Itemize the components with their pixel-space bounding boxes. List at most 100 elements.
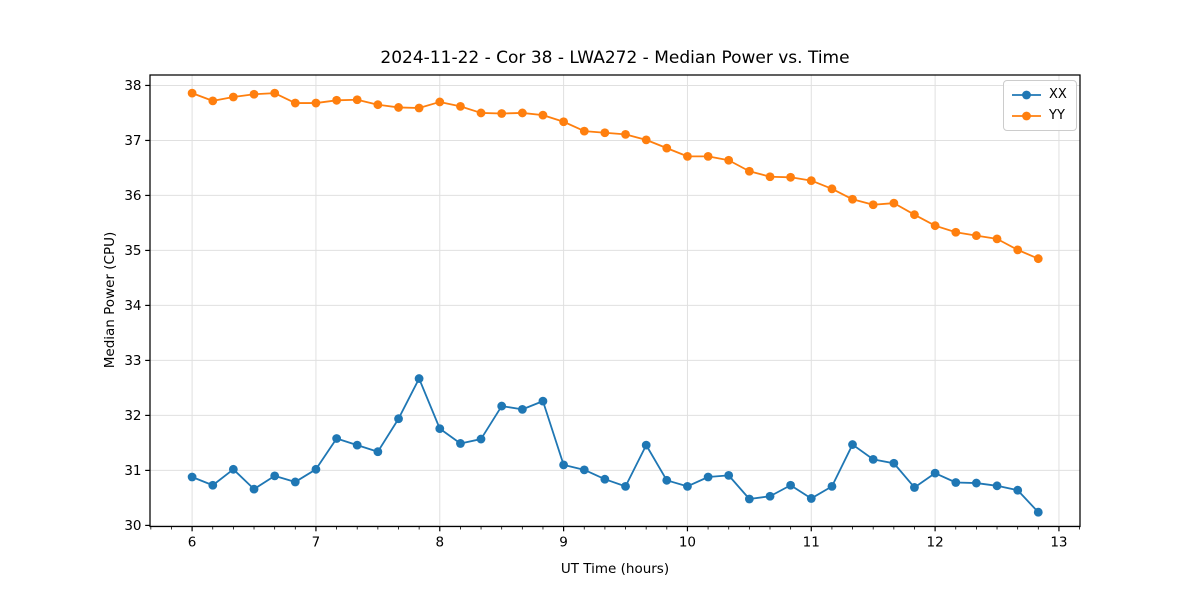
data-point-yy	[228, 92, 238, 102]
x-tick-label: 13	[1050, 535, 1067, 551]
data-point-xx	[827, 481, 837, 491]
data-point-yy	[827, 184, 837, 194]
y-tick-label: 38	[124, 78, 141, 94]
data-point-xx	[394, 414, 403, 424]
data-point-xx	[208, 480, 218, 490]
data-point-yy	[786, 172, 795, 182]
data-point-yy	[311, 98, 321, 108]
x-tick-label: 12	[927, 535, 944, 551]
data-point-yy	[187, 88, 197, 98]
data-point-xx	[765, 491, 775, 501]
data-point-yy	[394, 103, 403, 112]
data-point-yy	[1013, 245, 1023, 255]
data-point-xx	[311, 464, 321, 474]
data-point-xx	[600, 474, 610, 484]
y-tick-label: 34	[124, 298, 141, 314]
data-point-yy	[435, 97, 445, 107]
data-point-xx	[971, 478, 981, 488]
data-point-yy	[868, 200, 878, 210]
data-point-xx	[910, 483, 919, 492]
data-point-yy	[208, 96, 218, 106]
data-point-xx	[187, 472, 197, 482]
x-tick-label: 10	[679, 535, 696, 551]
data-point-xx	[270, 471, 280, 481]
data-point-yy	[414, 103, 424, 113]
data-point-yy	[992, 234, 1002, 244]
data-point-xx	[724, 470, 734, 480]
data-point-yy	[538, 110, 548, 120]
x-tick-label: 8	[435, 535, 444, 551]
data-point-yy	[497, 109, 507, 118]
chart-title: 2024-11-22 - Cor 38 - LWA272 - Median Po…	[380, 48, 850, 68]
x-tick-label: 7	[312, 535, 321, 551]
data-point-xx	[992, 481, 1002, 491]
data-point-xx	[559, 460, 569, 470]
data-point-xx	[456, 439, 465, 448]
data-point-yy	[290, 98, 300, 108]
data-point-xx	[414, 374, 424, 383]
y-tick-label: 35	[124, 243, 141, 259]
data-point-yy	[332, 95, 342, 105]
data-point-xx	[662, 475, 672, 485]
y-tick-label: 33	[124, 353, 141, 369]
data-point-xx	[579, 465, 589, 475]
data-point-yy	[930, 221, 940, 231]
axes-frame	[149, 74, 1081, 528]
data-point-yy	[600, 128, 610, 138]
series-xx-line	[191, 377, 1040, 514]
y-tick-label: 30	[124, 518, 141, 534]
data-point-xx	[435, 424, 445, 434]
data-point-xx	[352, 440, 362, 450]
data-point-yy	[662, 143, 672, 153]
data-point-xx	[497, 401, 507, 411]
data-point-xx	[228, 464, 238, 474]
data-point-yy	[1033, 254, 1043, 264]
data-point-xx	[290, 477, 300, 487]
data-point-yy	[456, 101, 465, 111]
data-point-xx	[517, 404, 527, 414]
data-point-xx	[848, 440, 857, 449]
legend-label-yy: YY	[1049, 108, 1065, 123]
data-point-xx	[786, 480, 795, 490]
legend-line-marker-icon	[1012, 90, 1041, 100]
data-point-yy	[683, 151, 692, 161]
data-point-xx	[806, 494, 816, 503]
x-tick-label: 6	[188, 535, 197, 551]
data-point-yy	[951, 227, 961, 237]
data-point-yy	[848, 194, 857, 204]
data-point-xx	[930, 468, 940, 478]
data-point-xx	[538, 396, 548, 406]
data-point-yy	[621, 129, 630, 139]
data-point-xx	[889, 458, 899, 468]
data-point-xx	[249, 484, 259, 494]
data-point-xx	[703, 472, 713, 482]
data-point-xx	[641, 440, 651, 450]
data-point-yy	[352, 95, 362, 105]
y-tick-label: 37	[124, 133, 141, 149]
legend-item-yy: YY	[1011, 107, 1067, 125]
y-axis-label: Median Power (CPU)	[102, 231, 118, 369]
data-point-yy	[703, 151, 713, 161]
data-point-xx	[868, 455, 878, 464]
legend-item-xx: XX	[1011, 86, 1067, 104]
y-tick-label: 32	[124, 408, 141, 424]
data-point-yy	[765, 172, 775, 182]
data-point-yy	[971, 231, 981, 240]
series-yy-line	[191, 92, 1040, 260]
data-point-yy	[806, 176, 816, 185]
data-point-yy	[559, 117, 569, 127]
x-axis-label: UT Time (hours)	[560, 561, 670, 577]
data-point-yy	[641, 135, 651, 145]
data-point-yy	[724, 155, 734, 165]
x-tick-label: 9	[559, 535, 568, 551]
data-point-yy	[517, 108, 527, 118]
data-point-xx	[1033, 507, 1043, 517]
legend-line-marker-icon	[1012, 111, 1041, 121]
data-point-xx	[683, 481, 692, 491]
data-point-xx	[1013, 485, 1023, 495]
data-point-xx	[744, 494, 754, 504]
data-point-xx	[951, 478, 961, 487]
data-point-yy	[889, 198, 899, 208]
